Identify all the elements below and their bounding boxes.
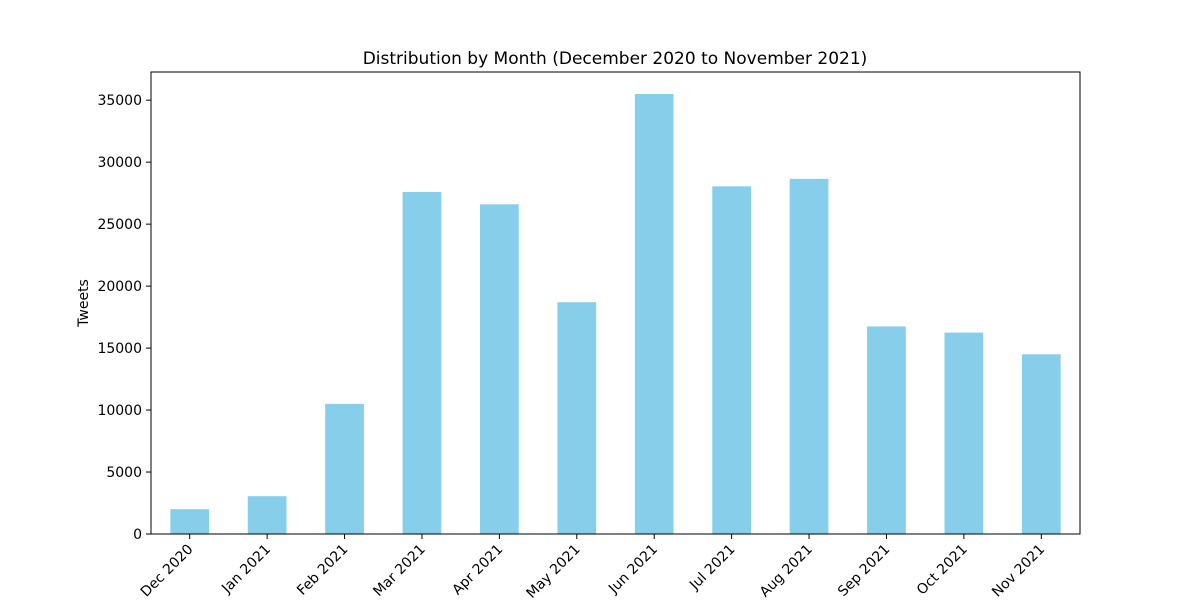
bar-dec-2020 [170, 509, 210, 534]
bar-sep-2021 [867, 326, 906, 534]
y-tick-label: 35000 [97, 93, 142, 109]
x-tick-label: Jun 2021 [605, 542, 661, 598]
x-tick-label: Jan 2021 [218, 542, 274, 598]
x-axis: Dec 2020 Jan 2021 Feb 2021 Mar 2021 Apr 2021… [138, 534, 1048, 600]
bar-may-2021 [557, 302, 597, 534]
y-tick-label: 0 [133, 527, 142, 543]
x-tick-label: Mar 2021 [370, 542, 428, 600]
bar-jun-2021 [634, 94, 674, 534]
x-tick-label: Jul 2021 [686, 542, 738, 594]
bar-oct-2021 [944, 332, 984, 534]
x-tick-label: Oct 2021 [914, 542, 971, 599]
bar-jul-2021 [712, 186, 751, 534]
bar-mar-2021 [402, 191, 442, 535]
y-axis-label: Tweets [76, 279, 92, 328]
x-tick-label: Dec 2020 [138, 542, 197, 600]
bar-apr-2021 [480, 204, 519, 534]
y-tick-label: 30000 [97, 155, 142, 171]
y-tick-label: 10000 [97, 403, 142, 419]
y-axis: 0 5000 10000 15000 20000 25000 30000 35000 [97, 93, 151, 543]
y-tick-label: 5000 [106, 465, 142, 481]
bars-group [170, 94, 1061, 535]
bar-jan-2021 [247, 496, 287, 534]
x-tick-label: May 2021 [523, 542, 583, 600]
chart-title: Distribution by Month (December 2020 to … [363, 49, 868, 69]
x-tick-label: Nov 2021 [989, 542, 1048, 600]
x-tick-label: Aug 2021 [757, 542, 816, 600]
y-tick-label: 20000 [97, 279, 142, 295]
bar-feb-2021 [325, 403, 364, 534]
bar-aug-2021 [789, 178, 829, 534]
x-tick-label: Apr 2021 [449, 542, 506, 599]
y-tick-label: 15000 [97, 341, 142, 357]
bar-nov-2021 [1021, 354, 1061, 534]
y-tick-label: 25000 [97, 217, 142, 233]
plot-frame [150, 71, 1081, 535]
x-tick-label: Feb 2021 [294, 542, 351, 599]
x-tick-label: Sep 2021 [835, 542, 893, 600]
